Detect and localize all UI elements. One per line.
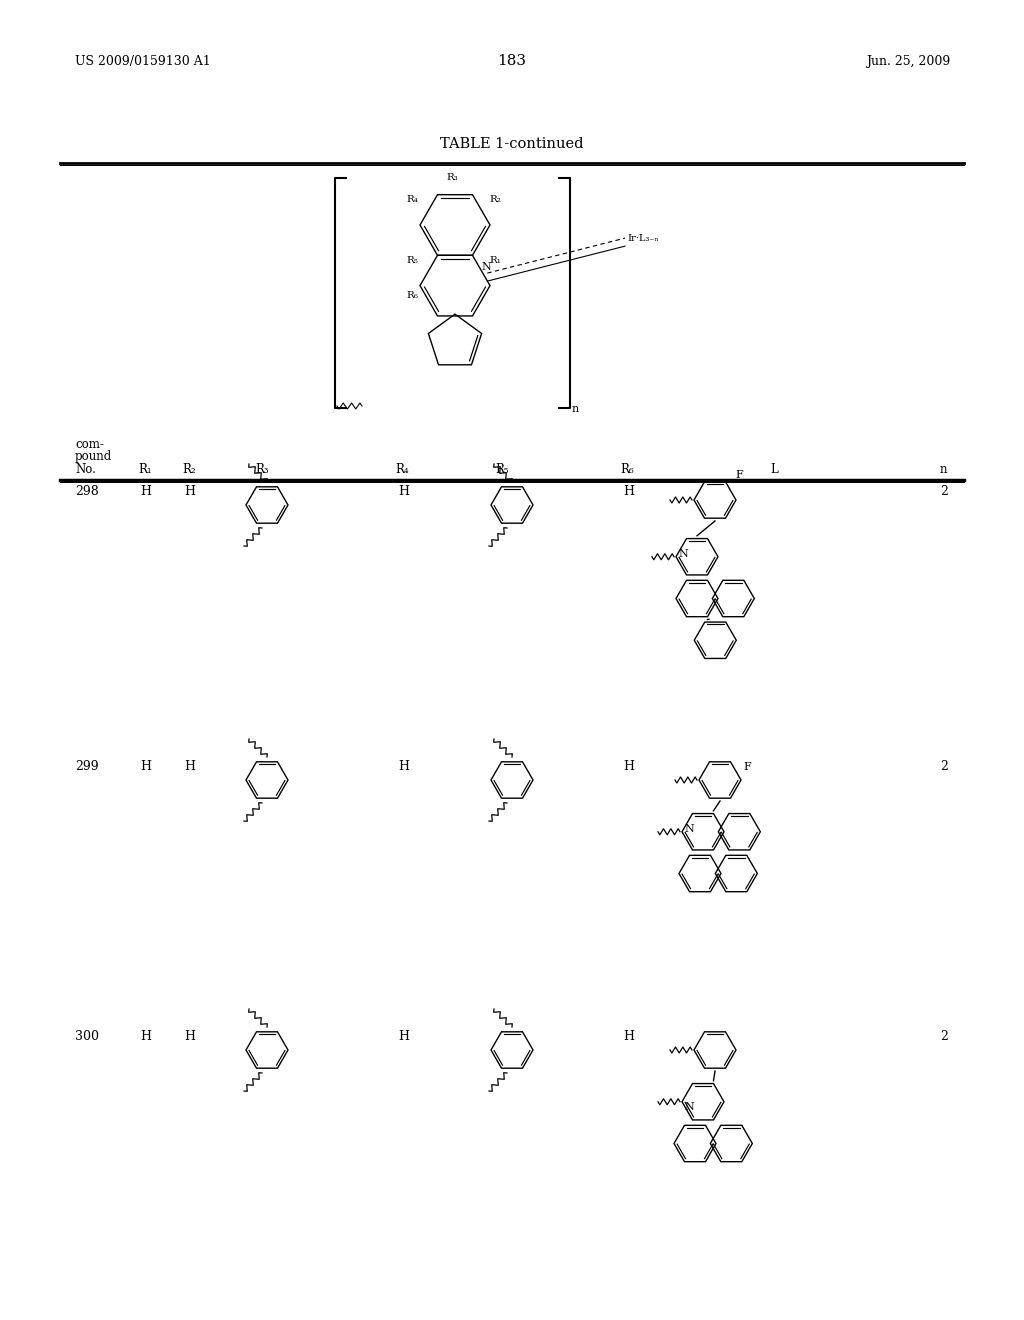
Text: H: H: [140, 1030, 151, 1043]
Text: H: H: [398, 484, 409, 498]
Text: R₄: R₄: [407, 195, 419, 205]
Text: R₅: R₅: [407, 256, 419, 265]
Text: H: H: [140, 760, 151, 774]
Text: H: H: [184, 760, 195, 774]
Text: N: N: [684, 824, 694, 834]
Text: 298: 298: [75, 484, 98, 498]
Text: Jun. 25, 2009: Jun. 25, 2009: [865, 55, 950, 69]
Text: 2: 2: [940, 760, 948, 774]
Text: L: L: [770, 463, 778, 477]
Text: R₃: R₃: [446, 173, 458, 182]
Text: H: H: [623, 484, 634, 498]
Text: H: H: [398, 1030, 409, 1043]
Text: n: n: [572, 404, 580, 414]
Text: N: N: [679, 549, 688, 558]
Text: R₁: R₁: [138, 463, 152, 477]
Text: 300: 300: [75, 1030, 99, 1043]
Text: 183: 183: [498, 54, 526, 69]
Text: TABLE 1-continued: TABLE 1-continued: [440, 137, 584, 150]
Text: R₃: R₃: [255, 463, 268, 477]
Text: 299: 299: [75, 760, 98, 774]
Text: R₅: R₅: [495, 463, 509, 477]
Text: R₁: R₁: [489, 256, 501, 265]
Text: H: H: [140, 484, 151, 498]
Text: 2: 2: [940, 484, 948, 498]
Text: No.: No.: [75, 463, 96, 477]
Text: R₆: R₆: [620, 463, 634, 477]
Text: F: F: [735, 470, 743, 479]
Text: R₆: R₆: [407, 292, 419, 300]
Text: n: n: [940, 463, 947, 477]
Text: N: N: [481, 263, 492, 272]
Text: US 2009/0159130 A1: US 2009/0159130 A1: [75, 55, 211, 69]
Text: H: H: [623, 760, 634, 774]
Text: H: H: [398, 760, 409, 774]
Text: R₂: R₂: [182, 463, 196, 477]
Text: Ir·L₃₋ₙ: Ir·L₃₋ₙ: [627, 234, 658, 243]
Text: H: H: [623, 1030, 634, 1043]
Text: R₄: R₄: [395, 463, 409, 477]
Text: F: F: [743, 762, 751, 772]
Text: com-: com-: [75, 438, 103, 451]
Text: N: N: [684, 1102, 694, 1111]
Text: 2: 2: [940, 1030, 948, 1043]
Text: H: H: [184, 1030, 195, 1043]
Text: H: H: [184, 484, 195, 498]
Text: pound: pound: [75, 450, 113, 463]
Text: R₂: R₂: [489, 195, 501, 205]
